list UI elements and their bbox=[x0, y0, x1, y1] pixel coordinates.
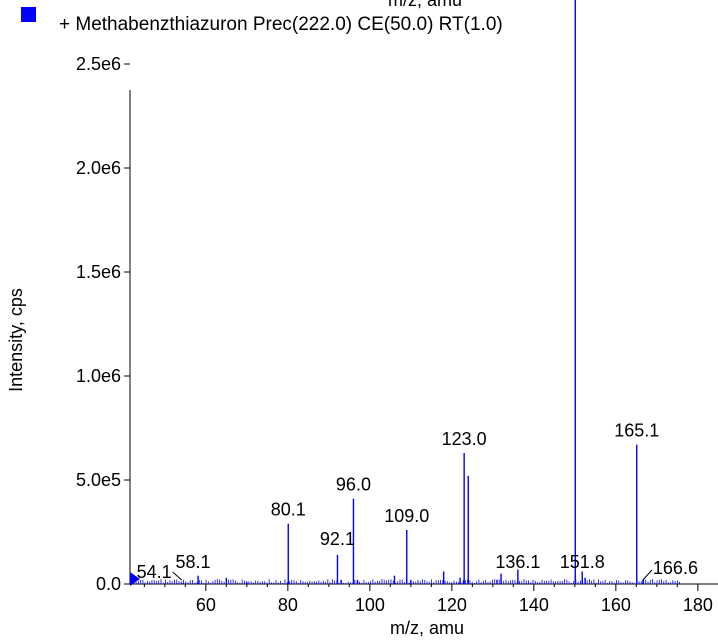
plot-area: 0.05.0e51.0e61.5e62.0e62.5e62.9e66080100… bbox=[76, 0, 718, 615]
peak-label: 96.0 bbox=[336, 475, 371, 495]
y-tick-label: 1.0e6 bbox=[76, 366, 121, 386]
peak-label: 165.1 bbox=[614, 421, 659, 441]
x-axis-label: m/z, amu bbox=[390, 618, 464, 638]
peak-label-leader bbox=[172, 571, 182, 581]
x-tick-label: 180 bbox=[683, 595, 713, 615]
peak-label: 166.6 bbox=[653, 558, 698, 578]
x-axis-range-marker-icon bbox=[130, 572, 140, 586]
peak-label: 136.1 bbox=[495, 552, 540, 572]
peak-label: 54.1 bbox=[137, 562, 172, 582]
x-tick-label: 100 bbox=[355, 595, 385, 615]
peak-label: 109.0 bbox=[384, 506, 429, 526]
peak-label: 123.0 bbox=[442, 429, 487, 449]
y-tick-label: 2.0e6 bbox=[76, 158, 121, 178]
y-tick-label: 0.0 bbox=[96, 574, 121, 594]
y-tick-label: 5.0e5 bbox=[76, 470, 121, 490]
peak-label: 151.8 bbox=[560, 552, 605, 572]
y-tick-label: 2.5e6 bbox=[76, 54, 121, 74]
peak-label: 92.1 bbox=[320, 529, 355, 549]
x-tick-label: 140 bbox=[519, 595, 549, 615]
clipped-top-label: m/z, amu bbox=[388, 0, 462, 10]
peak-label: 80.1 bbox=[271, 500, 306, 520]
square-swatch-icon bbox=[21, 7, 36, 22]
x-tick-label: 160 bbox=[601, 595, 631, 615]
y-tick-label: 1.5e6 bbox=[76, 262, 121, 282]
x-tick-label: 120 bbox=[437, 595, 467, 615]
peak-label: 58.1 bbox=[176, 552, 211, 572]
x-tick-label: 80 bbox=[278, 595, 298, 615]
peak-label-leader bbox=[642, 569, 653, 581]
y-axis-label: Intensity, cps bbox=[6, 288, 26, 392]
x-tick-label: 60 bbox=[196, 595, 216, 615]
legend-entry-label: + Methabenzthiazuron Prec(222.0) CE(50.0… bbox=[59, 14, 503, 35]
